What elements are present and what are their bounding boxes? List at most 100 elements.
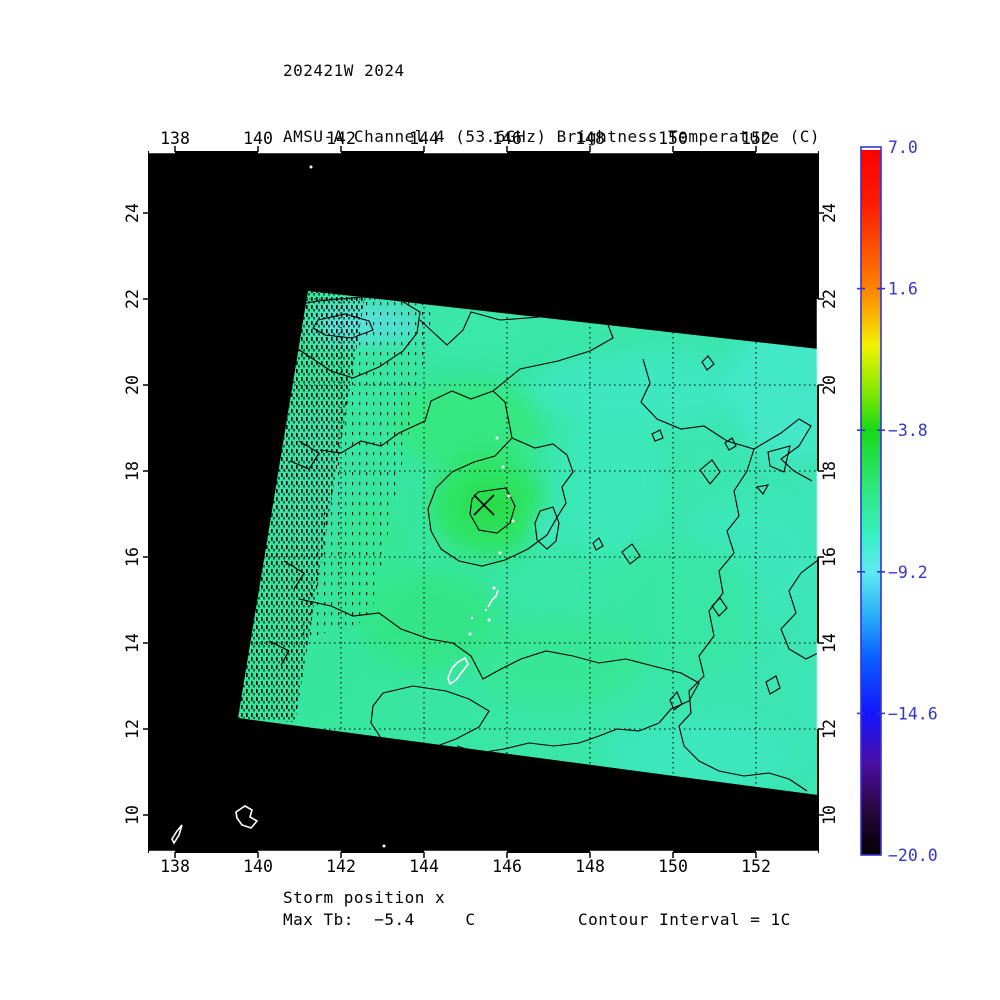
lon-tick-label: 152 bbox=[741, 857, 771, 876]
lat-tick-label: 10 bbox=[820, 805, 839, 825]
lat-tick-label: 18 bbox=[123, 461, 142, 481]
island-dot bbox=[309, 165, 313, 169]
lon-tick-label: 144 bbox=[409, 857, 439, 876]
contour-line bbox=[492, 390, 513, 439]
temperature-patch bbox=[730, 320, 818, 460]
temperature-patch bbox=[605, 720, 795, 790]
lon-tick-label: 148 bbox=[575, 129, 605, 148]
lon-tick-label: 140 bbox=[243, 129, 273, 148]
contour-line bbox=[312, 313, 374, 339]
colorbar-tick-label: −3.8 bbox=[888, 421, 928, 440]
contour-line bbox=[534, 506, 560, 550]
lon-tick-label: 144 bbox=[409, 129, 439, 148]
island-dot bbox=[492, 586, 496, 590]
contour-line bbox=[701, 355, 715, 371]
contour-line bbox=[780, 559, 818, 660]
colorbar-tick-label: −20.0 bbox=[888, 846, 938, 865]
island-dot bbox=[468, 632, 472, 636]
contour-line bbox=[592, 537, 604, 551]
lat-tick-label: 12 bbox=[820, 719, 839, 739]
island-dot bbox=[487, 618, 491, 622]
island-outline bbox=[447, 656, 469, 686]
colorbar-overflow-strip bbox=[861, 147, 881, 150]
island-dot bbox=[495, 436, 499, 440]
contour-line bbox=[268, 640, 290, 666]
temperature-patch bbox=[536, 508, 558, 546]
lon-tick-label: 146 bbox=[492, 129, 522, 148]
contour-line bbox=[699, 459, 721, 485]
colorbar-tick-label: 7.0 bbox=[888, 138, 918, 157]
lat-tick-label: 22 bbox=[123, 289, 142, 309]
island-outline bbox=[487, 589, 499, 608]
lon-tick-label: 148 bbox=[575, 857, 605, 876]
lat-tick-label: 12 bbox=[123, 719, 142, 739]
islands bbox=[171, 165, 515, 848]
storm-position-label: Storm position x bbox=[283, 888, 446, 907]
contour-line bbox=[678, 448, 808, 792]
island-outline bbox=[171, 824, 183, 845]
island-dot bbox=[507, 494, 511, 498]
scan-edge-hatch-dense bbox=[238, 291, 365, 722]
contour-line bbox=[427, 437, 574, 567]
lat-tick-label: 24 bbox=[123, 203, 142, 223]
island-dot bbox=[470, 616, 474, 620]
contour-line bbox=[621, 543, 641, 565]
map-area bbox=[149, 152, 818, 852]
lat-tick-label: 20 bbox=[820, 375, 839, 395]
contour-line bbox=[669, 690, 683, 711]
lat-tick-label: 14 bbox=[820, 633, 839, 653]
storm-id-line: 202421W 2024 bbox=[283, 61, 405, 80]
contour-line bbox=[651, 429, 664, 442]
colorbar-tick-label: −14.6 bbox=[888, 704, 938, 723]
contour-line bbox=[370, 685, 490, 752]
colorbar-tick-label: 1.6 bbox=[888, 280, 918, 299]
contour-line bbox=[289, 440, 320, 470]
contour-line bbox=[298, 598, 700, 754]
lon-tick-label: 140 bbox=[243, 857, 273, 876]
colorbar-tick-label: −9.2 bbox=[888, 563, 928, 582]
contour-line bbox=[469, 487, 516, 534]
lat-tick-label: 22 bbox=[820, 289, 839, 309]
lat-tick-label: 16 bbox=[820, 547, 839, 567]
lat-tick-label: 14 bbox=[123, 633, 142, 653]
max-tb-label: Max Tb: −5.4 C bbox=[283, 910, 476, 929]
lon-tick-label: 152 bbox=[741, 129, 771, 148]
lon-tick-label: 150 bbox=[658, 129, 688, 148]
lat-tick-label: 10 bbox=[123, 805, 142, 825]
storm-position-marker bbox=[473, 494, 495, 516]
lon-tick-label: 150 bbox=[658, 857, 688, 876]
island-dot bbox=[511, 519, 515, 523]
contour-line bbox=[724, 437, 737, 451]
scan-edge-hatch-sparse bbox=[300, 296, 435, 640]
contour-line bbox=[767, 445, 791, 473]
lon-tick-label: 138 bbox=[160, 129, 190, 148]
island-dot bbox=[382, 844, 386, 848]
lon-tick-label: 142 bbox=[326, 857, 356, 876]
contour-line bbox=[319, 305, 614, 454]
island-dot bbox=[484, 608, 488, 612]
colorbar: 7.0 1.6 −3.8 −9.2 −14.6 −20.0 bbox=[857, 138, 938, 865]
colorbar-gradient bbox=[861, 147, 881, 855]
lat-tick-label: 18 bbox=[820, 461, 839, 481]
temperature-patch bbox=[467, 487, 515, 527]
contour-line bbox=[711, 597, 728, 617]
colorbar-border bbox=[860, 146, 882, 856]
contour-interval-label: Contour Interval = 1C bbox=[578, 910, 791, 929]
storm-x-stroke bbox=[473, 494, 495, 516]
lat-tick-label: 24 bbox=[820, 203, 839, 223]
island-outline bbox=[235, 805, 259, 829]
lat-tick-label: 16 bbox=[123, 547, 142, 567]
island-dot bbox=[501, 465, 505, 469]
temperature-patch bbox=[475, 617, 645, 707]
lon-tick-label: 138 bbox=[160, 857, 190, 876]
temperature-patch bbox=[555, 405, 665, 555]
map-frame: 138 138 140 140 142 142 144 144 146 146 148 148 150 1… bbox=[123, 129, 839, 876]
island-dot bbox=[498, 551, 502, 555]
plot-title-line: AMSU-A Channel 4 (53.6GHz) Brightness Te… bbox=[283, 127, 821, 146]
lon-tick-label: 146 bbox=[492, 857, 522, 876]
lat-tick-label: 20 bbox=[123, 375, 142, 395]
contour-line bbox=[283, 560, 305, 590]
contour-line bbox=[755, 484, 770, 495]
